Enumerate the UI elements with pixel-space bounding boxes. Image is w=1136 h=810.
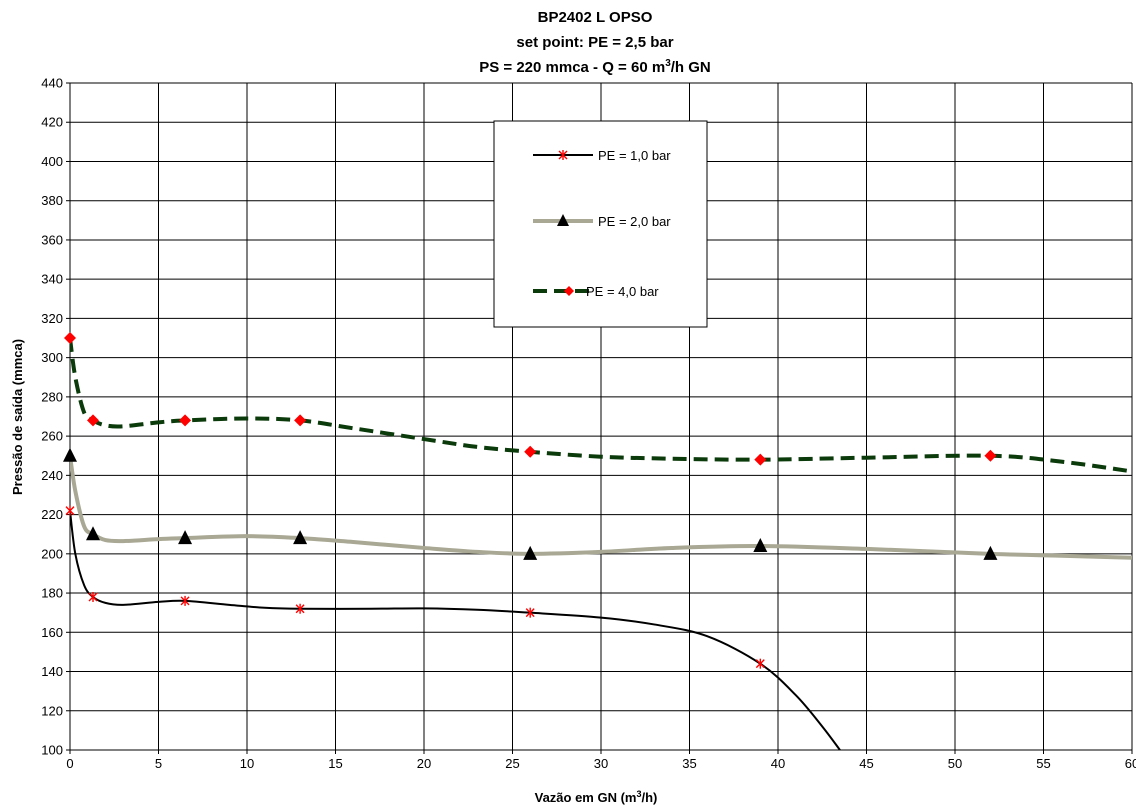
legend-label-pe-4: PE = 4,0 bar (586, 284, 659, 299)
y-tick-label-8: 260 (41, 429, 63, 444)
chart-title-line-2: set point: PE = 2,5 bar (516, 34, 673, 51)
chart-title-line-1: BP2402 L OPSO (538, 9, 653, 26)
series-2-point-2 (179, 414, 192, 427)
y-tick-label-5: 200 (41, 546, 63, 561)
y-tick-label-12: 340 (41, 272, 63, 287)
legend-marker-pe-4 (564, 286, 574, 296)
legend-label-pe-1: PE = 1,0 bar (598, 148, 671, 163)
series-2-point-3 (294, 414, 307, 427)
series-0-point-3 (295, 603, 305, 614)
y-tick-label-4: 180 (41, 586, 63, 601)
x-tick-label-11: 55 (1036, 756, 1050, 771)
legend-item-pe-4: PE = 4,0 bar (533, 284, 659, 299)
series-0-point-5 (755, 658, 765, 669)
x-tick-label-1: 5 (155, 756, 162, 771)
x-tick-label-7: 35 (682, 756, 696, 771)
y-tick-label-9: 280 (41, 389, 63, 404)
series-line-0 (70, 510, 841, 750)
series-line-2 (70, 337, 1133, 474)
series-1-point-1 (86, 526, 101, 541)
series-2-point-4 (524, 445, 537, 458)
y-tick-label-3: 160 (41, 625, 63, 640)
y-tick-label-14: 380 (41, 193, 63, 208)
series-1-point-6 (983, 545, 998, 560)
legend-marker-pe-1 (558, 150, 568, 160)
series-1-point-5 (753, 537, 768, 552)
y-tick-label-7: 240 (41, 468, 63, 483)
legend-item-pe-1: PE = 1,0 bar (533, 148, 671, 163)
x-tick-label-10: 50 (948, 756, 962, 771)
series-2-point-5 (754, 453, 767, 466)
series-lines (70, 337, 1133, 750)
y-tick-label-1: 120 (41, 703, 63, 718)
y-tick-label-10: 300 (41, 350, 63, 365)
series-2-point-0 (64, 332, 76, 345)
series-markers (63, 332, 998, 669)
series-0-point-0 (65, 505, 75, 516)
y-tick-label-0: 100 (41, 743, 63, 758)
series-2-point-1 (87, 414, 100, 427)
legend-marker-pe-2 (557, 214, 569, 226)
y-tick-label-2: 140 (41, 664, 63, 679)
x-tick-label-3: 15 (328, 756, 342, 771)
x-tick-label-9: 45 (859, 756, 873, 771)
y-axis-ticks: 100 120 140 160 180 200 220 240 260 280 300 320 340 3… (41, 76, 70, 758)
x-axis-ticks: 0 5 10 15 20 25 30 35 40 45 50 55 60 (66, 750, 1136, 771)
y-tick-label-15: 400 (41, 154, 63, 169)
x-tick-label-4: 20 (417, 756, 431, 771)
chart-title-line-3: PS = 220 mmca - Q = 60 m3/h GN (479, 58, 711, 76)
x-tick-label-0: 0 (66, 756, 73, 771)
y-axis-label: Pressão de saída (mmca) (10, 339, 25, 495)
series-0-point-1 (88, 591, 98, 602)
legend-box (493, 120, 708, 328)
series-1-point-3 (293, 530, 308, 545)
y-tick-label-13: 360 (41, 232, 63, 247)
legend: PE = 1,0 bar PE = 2,0 bar PE = 4,0 bar (493, 120, 708, 328)
series-1-point-4 (523, 545, 538, 560)
x-tick-label-6: 30 (594, 756, 608, 771)
series-line-1 (70, 455, 1133, 560)
y-tick-label-17: 440 (41, 76, 63, 91)
series-1-point-2 (178, 530, 193, 545)
series-0-point-2 (180, 595, 190, 606)
series-1-point-0 (63, 447, 77, 462)
y-tick-label-6: 220 (41, 507, 63, 522)
x-tick-label-5: 25 (505, 756, 519, 771)
y-tick-label-16: 420 (41, 115, 63, 130)
x-tick-label-8: 40 (771, 756, 785, 771)
y-tick-label-11: 320 (41, 311, 63, 326)
legend-item-pe-2: PE = 2,0 bar (533, 214, 671, 229)
series-0-point-4 (525, 607, 535, 618)
x-axis-label: Vazão em GN (m3/h) (535, 789, 658, 805)
legend-label-pe-2: PE = 2,0 bar (598, 214, 671, 229)
x-tick-label-12: 60 (1125, 756, 1136, 771)
series-2-point-6 (984, 449, 997, 462)
x-tick-label-2: 10 (240, 756, 254, 771)
